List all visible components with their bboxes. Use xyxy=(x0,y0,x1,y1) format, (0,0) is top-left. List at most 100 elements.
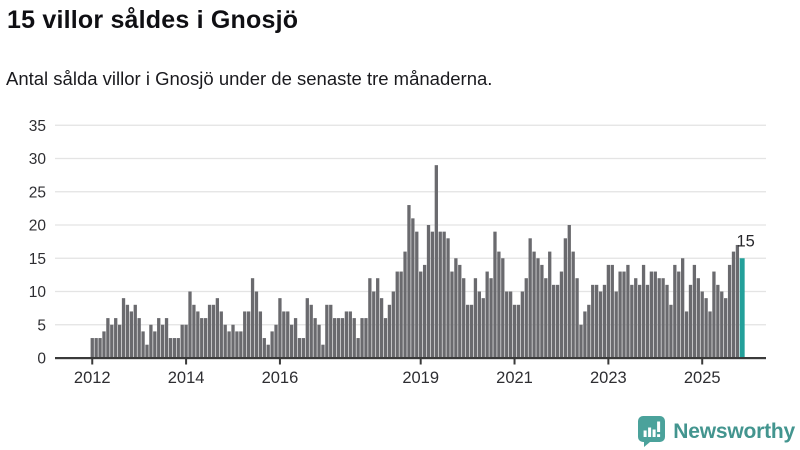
newsworthy-logo: Newsworthy xyxy=(638,416,795,447)
bar xyxy=(270,331,274,358)
bar xyxy=(661,278,665,358)
bar xyxy=(724,298,728,358)
bar xyxy=(618,271,622,358)
bar xyxy=(145,344,149,358)
x-axis-tick-label: 2019 xyxy=(402,369,439,387)
bar xyxy=(415,231,419,358)
bar xyxy=(117,324,122,358)
bar xyxy=(368,278,372,358)
bar xyxy=(282,311,286,358)
y-axis-tick-label: 35 xyxy=(29,118,46,135)
bar xyxy=(422,264,427,358)
bar xyxy=(114,318,118,358)
bar xyxy=(383,318,388,358)
bar xyxy=(544,278,548,358)
bar xyxy=(98,338,102,358)
bar xyxy=(430,231,435,358)
x-axis-tick-label: 2025 xyxy=(684,369,721,387)
bar xyxy=(669,304,673,358)
bar xyxy=(520,291,524,358)
bar xyxy=(462,278,466,358)
bar xyxy=(219,311,223,358)
bar xyxy=(239,331,243,358)
bar xyxy=(465,304,470,358)
bar xyxy=(610,264,614,358)
bar xyxy=(215,298,220,358)
bar xyxy=(442,231,446,358)
logo-bar-glyphs xyxy=(643,421,661,437)
bar xyxy=(551,284,556,358)
bar xyxy=(587,304,591,358)
x-axis-tick xyxy=(419,359,422,365)
bar xyxy=(649,271,654,358)
bar xyxy=(583,311,587,358)
bar xyxy=(172,338,177,358)
bar xyxy=(673,264,677,358)
bar xyxy=(555,284,560,358)
bar xyxy=(344,311,349,358)
bar xyxy=(329,304,333,358)
bar xyxy=(567,225,571,358)
bar xyxy=(243,311,247,358)
bar xyxy=(258,311,263,358)
bar xyxy=(391,291,395,358)
bar xyxy=(622,271,626,358)
bar xyxy=(712,271,716,358)
x-axis-tick-label: 2023 xyxy=(590,369,627,387)
bar xyxy=(594,284,599,358)
axes xyxy=(55,357,766,365)
bar xyxy=(168,338,173,358)
bar xyxy=(274,324,278,358)
bar xyxy=(657,278,661,358)
x-axis-tick-label: 2014 xyxy=(168,369,205,387)
x-axis-tick-label: 2021 xyxy=(496,369,533,387)
bar xyxy=(591,284,595,358)
gridline xyxy=(55,124,766,126)
bar xyxy=(559,271,564,358)
bar xyxy=(266,344,270,358)
bar xyxy=(395,271,399,358)
x-axis-tick-label: 2012 xyxy=(74,369,111,387)
y-axis-tick-label: 15 xyxy=(29,251,46,268)
bar xyxy=(684,311,689,358)
bar xyxy=(508,291,513,358)
bar xyxy=(207,304,212,358)
bar xyxy=(579,324,583,358)
bar xyxy=(149,324,153,358)
y-axis-tick-label: 25 xyxy=(29,184,46,201)
bar xyxy=(160,324,165,358)
bar xyxy=(548,251,552,358)
gridline xyxy=(55,157,766,160)
bar xyxy=(688,284,693,358)
bar xyxy=(575,278,579,358)
bar xyxy=(211,304,216,358)
last-value-label: 15 xyxy=(736,232,754,250)
bar xyxy=(446,238,450,358)
bar xyxy=(153,331,157,358)
bar xyxy=(727,264,732,358)
bar xyxy=(528,238,532,358)
bar xyxy=(290,324,294,358)
bar xyxy=(286,311,290,358)
bar xyxy=(634,278,638,358)
bar-series xyxy=(90,165,745,358)
bar xyxy=(489,278,493,358)
bar xyxy=(540,264,544,358)
bar xyxy=(94,338,98,358)
bar xyxy=(681,258,685,358)
bar xyxy=(321,344,325,358)
bar xyxy=(102,331,106,358)
bar xyxy=(348,311,352,358)
bar xyxy=(493,231,497,358)
chart-title: 15 villor såldes i Gnosjö xyxy=(7,6,299,34)
bar xyxy=(164,318,169,358)
x-axis-tick xyxy=(185,359,188,365)
bar xyxy=(485,271,489,358)
bar xyxy=(176,338,180,358)
bar xyxy=(497,251,501,358)
bar xyxy=(223,324,227,358)
bar xyxy=(704,298,708,358)
bar xyxy=(309,304,313,358)
bar xyxy=(297,338,302,358)
